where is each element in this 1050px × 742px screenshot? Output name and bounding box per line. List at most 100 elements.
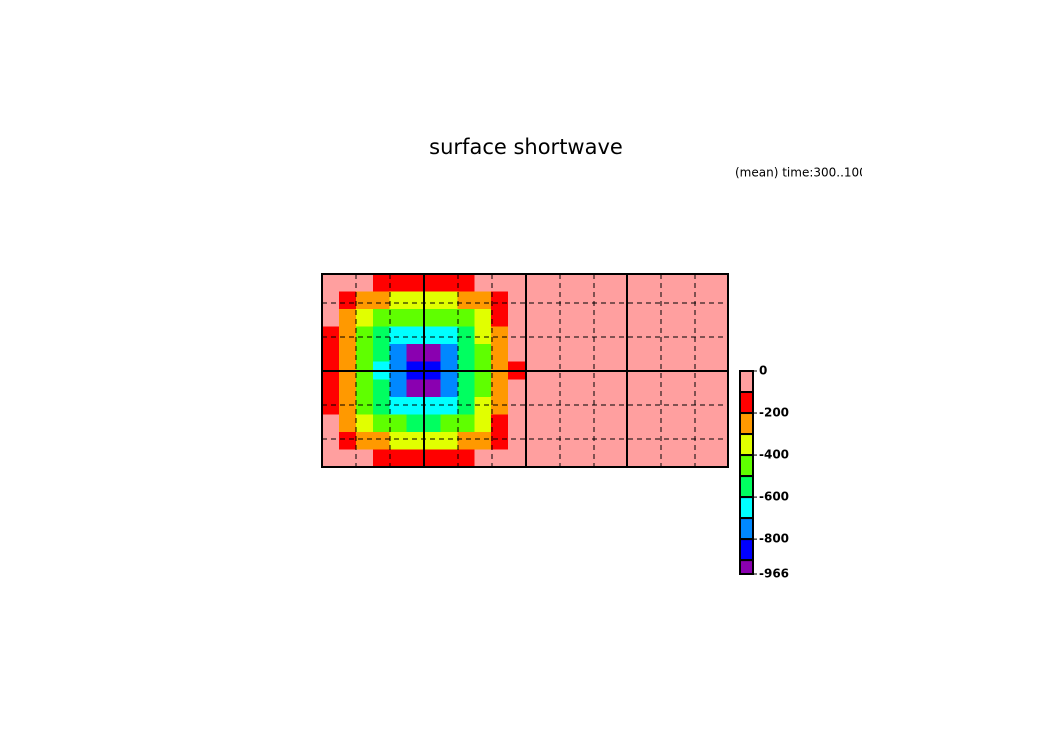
field-cell bbox=[575, 414, 594, 433]
field-cell bbox=[592, 449, 611, 468]
field-cell bbox=[474, 414, 492, 433]
field-cell bbox=[457, 309, 475, 328]
field-cell bbox=[457, 291, 475, 310]
field-cell bbox=[694, 326, 712, 345]
field-cell bbox=[474, 274, 492, 293]
field-cell bbox=[389, 291, 408, 310]
field-cell bbox=[457, 431, 475, 451]
field-cell bbox=[423, 431, 442, 451]
field-cell bbox=[541, 449, 560, 468]
field-cell bbox=[677, 274, 695, 293]
field-cell bbox=[575, 291, 594, 310]
field-cell bbox=[660, 326, 678, 345]
field-cell bbox=[389, 414, 408, 433]
field-cell bbox=[643, 291, 661, 310]
colorbar-box bbox=[739, 538, 754, 562]
field-cell bbox=[322, 344, 340, 363]
field-cell bbox=[508, 291, 526, 310]
field-cell bbox=[525, 344, 543, 363]
field-cell bbox=[660, 379, 678, 398]
colorbar-box bbox=[739, 412, 754, 436]
field-cell bbox=[694, 449, 712, 468]
field-cell bbox=[389, 309, 408, 328]
field-cell bbox=[491, 414, 509, 433]
field-cell bbox=[508, 379, 526, 398]
field-cell bbox=[440, 274, 458, 293]
field-cell bbox=[355, 309, 374, 328]
field-cell bbox=[525, 414, 543, 433]
field-cell bbox=[389, 431, 408, 451]
field-cell bbox=[474, 396, 492, 415]
field-cell bbox=[660, 396, 678, 415]
field-cell bbox=[609, 344, 628, 363]
field-cell bbox=[338, 396, 357, 415]
field-cell bbox=[440, 326, 458, 345]
field-cell bbox=[491, 274, 509, 293]
field-cell bbox=[355, 449, 374, 468]
field-cell bbox=[694, 344, 712, 363]
field-cell bbox=[423, 396, 442, 415]
field-cell bbox=[694, 274, 712, 293]
field-cell bbox=[423, 414, 442, 433]
field-cell bbox=[457, 396, 475, 415]
plot-frame bbox=[321, 273, 729, 468]
field-cell bbox=[609, 449, 628, 468]
field-cell bbox=[558, 344, 577, 363]
field-cell bbox=[423, 379, 442, 398]
field-cell bbox=[541, 309, 560, 328]
field-cell bbox=[711, 379, 729, 398]
field-cell bbox=[677, 379, 695, 398]
field-cell bbox=[558, 326, 577, 345]
field-cell bbox=[575, 396, 594, 415]
field-cell bbox=[626, 344, 645, 363]
field-cell bbox=[457, 414, 475, 433]
field-cell bbox=[626, 309, 645, 328]
field-cell bbox=[440, 396, 458, 415]
field-cell bbox=[457, 379, 475, 398]
colorbar-label: -400 bbox=[759, 448, 789, 462]
field-cell bbox=[389, 274, 408, 293]
field-cell bbox=[677, 396, 695, 415]
field-cell bbox=[355, 344, 374, 363]
field-cell bbox=[643, 449, 661, 468]
field-cell bbox=[440, 414, 458, 433]
field-cell bbox=[440, 431, 458, 451]
field-cell bbox=[592, 344, 611, 363]
field-cell bbox=[660, 414, 678, 433]
field-cell bbox=[558, 414, 577, 433]
field-cell bbox=[508, 326, 526, 345]
field-cell bbox=[355, 431, 374, 451]
colorbar-box bbox=[739, 496, 754, 520]
field-cell bbox=[474, 449, 492, 468]
field-cell bbox=[525, 379, 543, 398]
field-cell bbox=[322, 274, 340, 293]
field-cell bbox=[457, 449, 475, 468]
field-cell bbox=[677, 291, 695, 310]
field-cell bbox=[372, 379, 391, 398]
field-cell bbox=[406, 379, 425, 398]
field-cell bbox=[525, 274, 543, 293]
colorbar-box bbox=[739, 433, 754, 457]
field-cell bbox=[474, 379, 492, 398]
field-cell bbox=[609, 414, 628, 433]
field-cell bbox=[355, 326, 374, 345]
field-cell bbox=[558, 449, 577, 468]
field-cell bbox=[457, 344, 475, 363]
field-cell bbox=[694, 431, 712, 451]
field-cell bbox=[474, 309, 492, 328]
field-cell bbox=[338, 379, 357, 398]
field-cell bbox=[643, 274, 661, 293]
field-cell bbox=[406, 291, 425, 310]
field-cell bbox=[677, 431, 695, 451]
field-cell bbox=[541, 431, 560, 451]
field-cell bbox=[677, 326, 695, 345]
field-cell bbox=[541, 326, 560, 345]
field-cell bbox=[575, 309, 594, 328]
field-cell bbox=[389, 326, 408, 345]
field-cell bbox=[423, 309, 442, 328]
field-cell bbox=[508, 396, 526, 415]
field-cell bbox=[592, 431, 611, 451]
field-cell bbox=[711, 344, 729, 363]
field-cell bbox=[491, 431, 509, 451]
field-cell bbox=[491, 344, 509, 363]
